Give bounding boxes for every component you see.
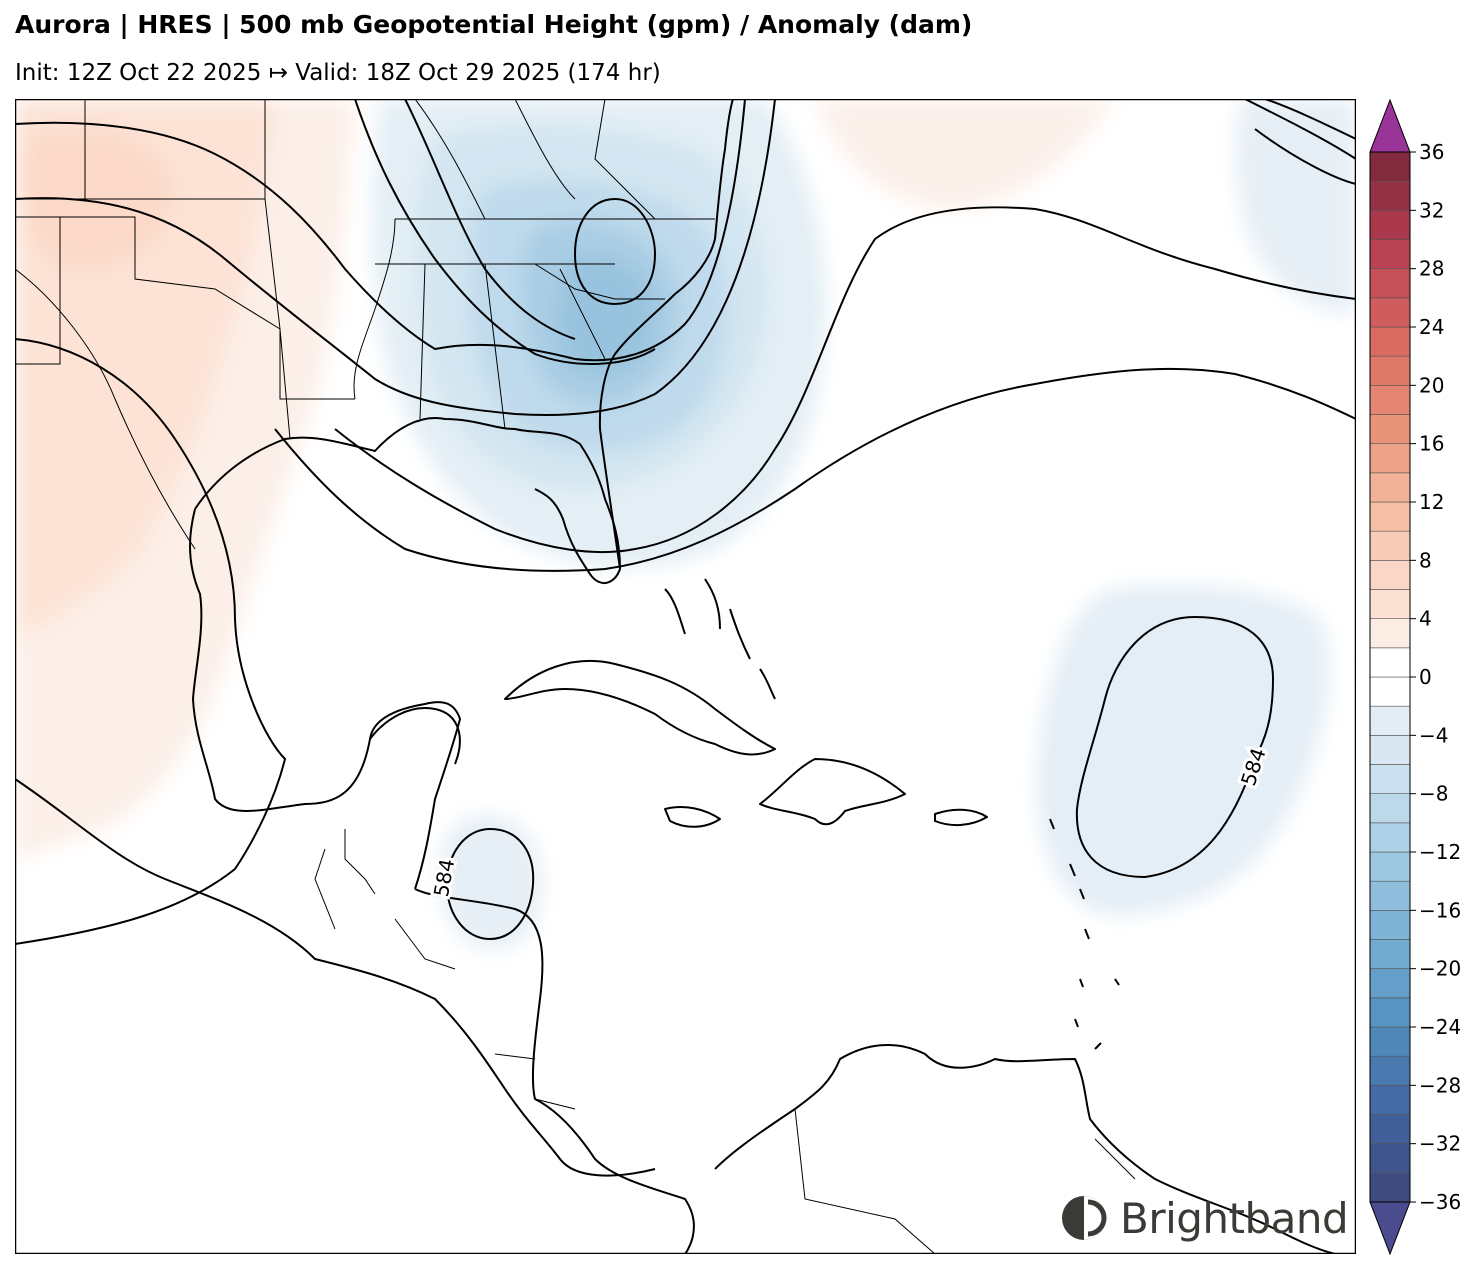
colorbar-box [1369,501,1411,532]
colorbar-extend-low [1369,1201,1411,1256]
colorbar-box [1369,1143,1411,1174]
colorbar-tick-label: 12 [1419,490,1444,514]
colorbar-box [1369,589,1411,619]
colorbar-tick-label: 28 [1419,257,1444,281]
colorbar-tick-label: 24 [1419,315,1444,339]
colorbar-box [1369,472,1411,503]
colorbar-tick-label: 16 [1419,432,1444,456]
map-title: Aurora | HRES | 500 mb Geopotential Heig… [15,10,973,39]
colorbar-tick-label: 8 [1419,548,1432,572]
colorbar-tick-label: −24 [1419,1015,1461,1039]
colorbar-box [1369,1114,1411,1144]
colorbar-box [1369,414,1411,444]
political-borders [15,99,1136,1254]
colorbar-box [1369,180,1411,211]
colorbar-box [1369,618,1411,649]
colorbar-tick-label: −8 [1419,782,1448,806]
colorbar-box [1369,793,1411,824]
map-subtitle: Init: 12Z Oct 22 2025 ↦ Valid: 18Z Oct 2… [15,60,661,86]
colorbar-tick-label: −12 [1419,840,1461,864]
colorbar-box [1369,210,1411,240]
map-frame [15,99,1356,1254]
colorbar-box [1369,851,1411,882]
colorbar-box [1369,443,1411,474]
colorbar-box [1369,910,1411,940]
height-contours [15,99,1356,945]
colorbar-box [1369,1055,1411,1086]
colorbar-box [1369,939,1411,969]
colorbar-box [1369,326,1411,357]
colorbar-box [1369,385,1411,415]
colorbar: 36 32 28 24 20 16 12 8 4 0 −4 −8 −12 −16 −20 −24 −28 −32 −… [1369,98,1461,1256]
weather-map: 584 584 [15,99,1356,1254]
colorbar-box [1369,735,1411,765]
colorbar-tick-label: 36 [1419,140,1444,164]
colorbar-box [1369,268,1411,299]
colorbar-box [1369,676,1411,707]
colorbar-tick-label: −4 [1419,723,1448,747]
colorbar-box [1369,355,1411,386]
colorbar-tick-label: 32 [1419,198,1444,222]
colorbar-box [1369,880,1411,911]
colorbar-tick-label: 0 [1419,665,1432,689]
colorbar-extend-high [1369,98,1411,153]
brightband-logo-icon [1062,1196,1107,1240]
colorbar-box [1369,560,1411,590]
colorbar-boxes [1369,151,1411,1203]
colorbar-box [1369,822,1411,853]
colorbar-box [1369,297,1411,328]
colorbar-tick-label: −16 [1419,898,1461,922]
colorbar-box [1369,1026,1411,1057]
colorbar-box [1369,151,1411,182]
colorbar-tick-label: −32 [1419,1132,1461,1156]
brand-logo: Brightband [1060,1192,1349,1244]
colorbar-box [1369,1172,1411,1203]
colorbar-box [1369,530,1411,561]
colorbar-tick-label: −36 [1419,1190,1461,1214]
colorbar-box [1369,764,1411,794]
colorbar-box [1369,1085,1411,1115]
colorbar-tick-label: −28 [1419,1073,1461,1097]
colorbar-box [1369,705,1411,736]
colorbar-tick-label: 20 [1419,373,1444,397]
colorbar-box [1369,647,1411,678]
colorbar-tick-label: 4 [1419,607,1432,631]
colorbar-ticks: 36 32 28 24 20 16 12 8 4 0 −4 −8 −12 −16 −20 −24 −28 −32 −… [1410,140,1461,1214]
colorbar-box [1369,997,1411,1028]
brand-name: Brightband [1120,1193,1349,1243]
colorbar-box [1369,968,1411,999]
colorbar-box [1369,239,1411,269]
anomaly-shading [15,99,1356,950]
colorbar-tick-label: −20 [1419,957,1461,981]
